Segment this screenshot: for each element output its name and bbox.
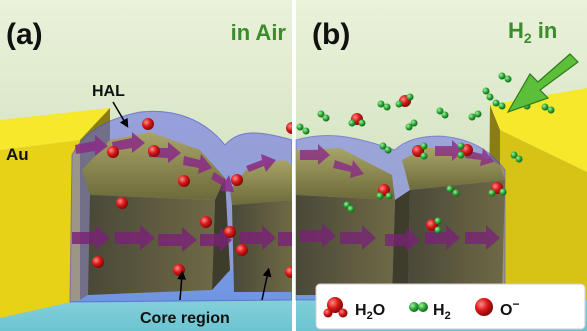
legend-oxygen-label: O− [500,297,519,319]
water-molecules-b [348,93,507,234]
hal-label: HAL [92,83,125,100]
legend-hydrogen-label: H2 [433,302,451,322]
bulk-arrows-a [72,225,292,252]
surface-arrows-a [75,132,276,192]
legend-water-label: H2O [355,302,385,322]
legend-oxygen-icon [475,298,493,316]
core-pointer-1 [177,270,187,301]
legend: H2O H2 O− [315,283,586,330]
h2-inflow-arrow [506,53,579,114]
au-label: Au [6,145,29,164]
hal-pointer [112,101,129,128]
bulk-arrows-b [300,223,500,252]
legend-hydrogen-icon [409,302,428,312]
core-pointer-2 [261,267,272,301]
legend-water-icon [323,297,348,318]
panel-b-condition: H2 in [508,18,557,46]
panel-b-tag: (b) [312,18,350,51]
legend-box [315,283,586,330]
core-region-label: Core region [140,310,230,327]
panel-a-tag: (a) [6,18,43,51]
panel-b: (b) H2 in H2O H2 O− [295,0,587,331]
surface-arrows-b [300,140,494,178]
panel-a-condition: in Air [231,20,287,45]
panel-a: (a) in Air HAL Au Core region [0,0,298,331]
grain-b-right [392,148,505,295]
panel-divider [292,0,296,331]
